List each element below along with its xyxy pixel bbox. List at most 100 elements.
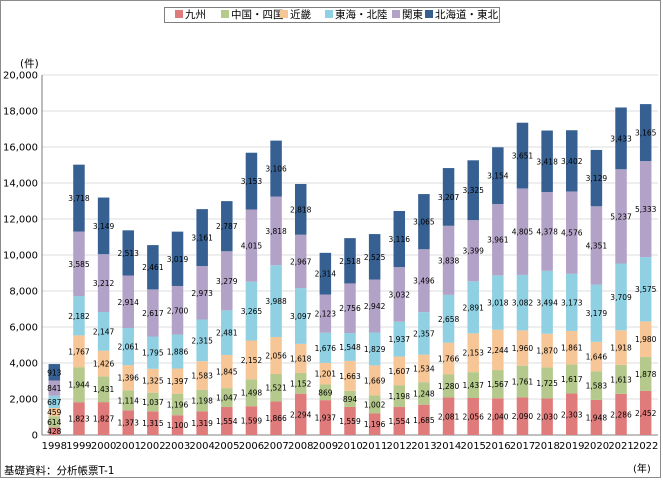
- data-label: 1,554: [389, 417, 411, 426]
- bar-segment: [541, 398, 553, 435]
- data-label: 2,452: [635, 409, 657, 418]
- bar-segment: [196, 411, 208, 435]
- bar-segment: [516, 397, 529, 435]
- bar-segment: [97, 350, 110, 377]
- data-label: 1,315: [142, 419, 164, 428]
- data-label: 3,149: [93, 222, 115, 231]
- data-label: 2,314: [315, 270, 337, 279]
- data-label: 1,980: [635, 335, 657, 344]
- bar-segment: [73, 335, 85, 368]
- data-label: 1,583: [586, 382, 608, 391]
- bar-segment: [171, 285, 184, 335]
- data-label: 2,942: [364, 302, 386, 311]
- data-label: 1,795: [142, 349, 164, 358]
- legend-label: 近畿: [290, 9, 311, 21]
- legend-item: 近畿: [280, 9, 311, 21]
- data-label: 3,433: [610, 134, 632, 143]
- data-label: 3,988: [265, 297, 287, 306]
- bar-segment: [590, 149, 603, 207]
- bar-segment: [516, 188, 529, 275]
- x-tick-label: 2021: [608, 441, 633, 452]
- data-label: 1,373: [117, 419, 139, 428]
- bar-segment: [245, 406, 258, 435]
- data-label: 1,248: [413, 389, 435, 398]
- data-label: 614: [47, 418, 62, 427]
- bar-segment: [122, 230, 134, 276]
- data-label: 3,154: [487, 172, 509, 181]
- data-label: 1,196: [167, 400, 189, 409]
- bar-segment: [467, 220, 479, 282]
- data-label: 1,152: [290, 379, 312, 388]
- data-label: 3,165: [635, 129, 657, 138]
- bar-segment: [467, 333, 479, 373]
- bar-segment: [615, 263, 627, 331]
- data-label: 1,937: [389, 335, 411, 344]
- data-label: 2,756: [339, 304, 361, 313]
- x-tick-label: 2001: [116, 441, 141, 452]
- bar-segment: [48, 395, 61, 408]
- bar-segment: [245, 281, 258, 341]
- bar-segment: [270, 265, 282, 338]
- bar-segment: [122, 390, 134, 411]
- y-tick-label: 20,000: [3, 71, 38, 82]
- data-label: 1,685: [413, 416, 435, 425]
- x-tick-label: 2007: [263, 441, 288, 452]
- bar-segment: [639, 104, 652, 162]
- data-label: 1,845: [216, 368, 238, 377]
- data-label: 1,886: [167, 348, 189, 357]
- bar-segment: [492, 204, 504, 276]
- x-tick-label: 1998: [42, 441, 67, 452]
- bar-segment: [171, 393, 184, 416]
- legend-swatch: [175, 10, 183, 18]
- bar-segment: [73, 164, 85, 232]
- bar-segment: [122, 328, 134, 366]
- data-label: 1,823: [68, 415, 90, 424]
- y-tick-label: 10,000: [3, 251, 38, 262]
- bar-segment: [319, 332, 332, 363]
- data-label: 1,559: [339, 417, 361, 426]
- bar-segment: [48, 416, 61, 428]
- bar-segment: [147, 336, 159, 369]
- bar-segment: [516, 274, 529, 331]
- data-label: 3,212: [93, 279, 115, 288]
- data-label: 1,567: [487, 380, 509, 389]
- data-label: 2,461: [142, 263, 164, 272]
- data-label: 1,047: [216, 394, 238, 403]
- data-label: 3,651: [512, 152, 534, 161]
- bar-segment: [245, 152, 258, 210]
- data-label: 3,065: [413, 218, 435, 227]
- bar-segment: [639, 357, 652, 391]
- bar-segment: [147, 411, 159, 435]
- bar-segment: [97, 197, 110, 255]
- source-note: 基礎資料：分析帳票T-1: [4, 465, 115, 477]
- legend-item: 北海道・東北: [425, 9, 498, 21]
- bar-segment: [615, 330, 627, 365]
- y-tick-label: 0: [32, 431, 38, 442]
- data-label: 2,123: [315, 310, 337, 319]
- data-label: 1,201: [315, 370, 337, 379]
- data-label: 3,207: [438, 193, 460, 202]
- data-label: 2,914: [117, 298, 139, 307]
- data-label: 2,513: [117, 249, 139, 258]
- bar-segment: [344, 283, 356, 334]
- data-label: 1,870: [536, 347, 558, 356]
- bar-segment: [270, 140, 282, 197]
- x-tick-label: 2013: [411, 441, 436, 452]
- data-label: 2,152: [241, 356, 263, 365]
- data-label: 1,918: [610, 344, 632, 353]
- data-label: 2,787: [216, 222, 238, 231]
- data-label: 894: [343, 395, 358, 404]
- data-label: 1,766: [438, 355, 460, 364]
- data-label: 3,709: [610, 293, 632, 302]
- bar-segment: [442, 397, 455, 435]
- data-label: 2,147: [93, 327, 115, 336]
- bar-segment: [442, 168, 455, 226]
- data-label: 3,418: [536, 157, 558, 166]
- bar-segment: [294, 343, 307, 373]
- data-label: 3,153: [241, 177, 263, 186]
- bar-segment: [48, 427, 61, 435]
- bar-segment: [566, 364, 578, 394]
- y-tick-label: 8,000: [9, 287, 38, 298]
- data-label: 459: [47, 408, 62, 417]
